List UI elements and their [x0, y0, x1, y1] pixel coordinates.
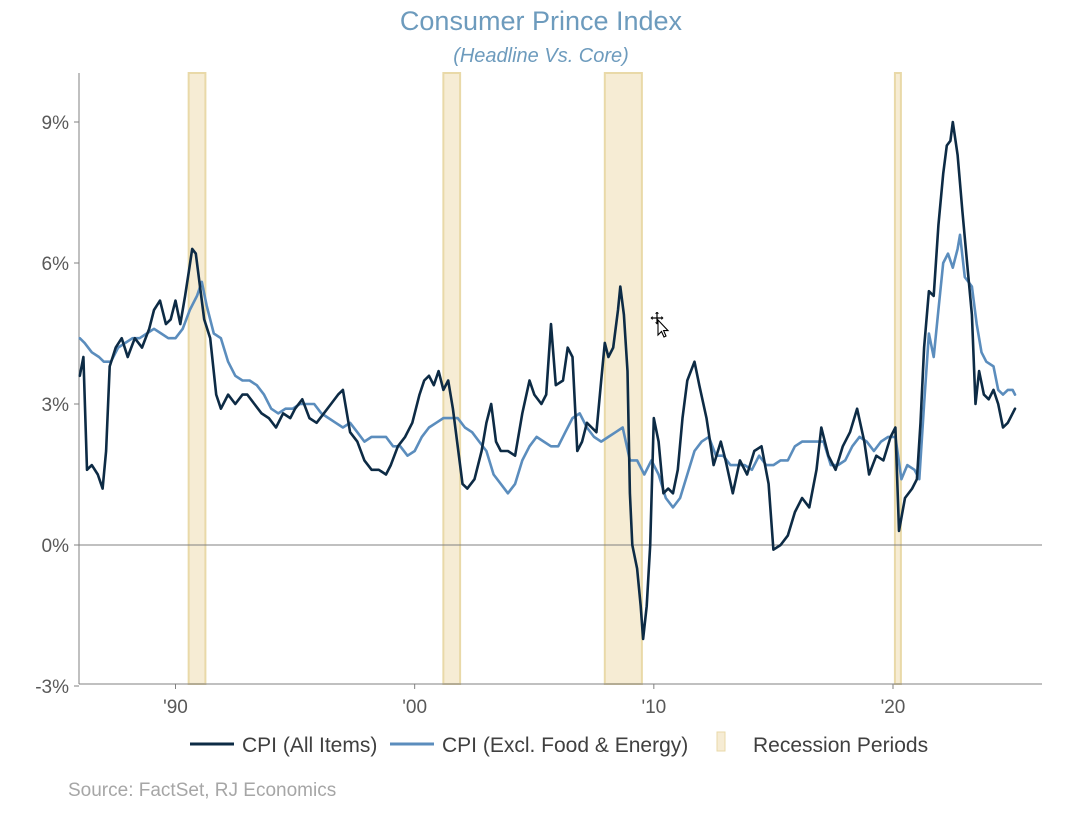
x-tick-label: '10: [641, 697, 666, 718]
y-tick-label: -3%: [35, 677, 69, 698]
move-cursor-icon: [649, 310, 670, 338]
x-tick-label: '20: [881, 697, 906, 718]
y-tick-label: 0%: [42, 536, 70, 557]
y-tick-label: 3%: [42, 395, 70, 416]
recession-band-2: [603, 72, 643, 685]
legend-label-0: CPI (All Items): [242, 734, 377, 757]
series-layer: [78, 120, 1017, 641]
x-tick-label: '90: [163, 697, 188, 718]
source-note: Source: FactSet, RJ Economics: [68, 780, 336, 801]
chart-subtitle: (Headline Vs. Core): [453, 45, 629, 67]
legend-label-2: Recession Periods: [753, 734, 928, 757]
recession-band-0: [187, 72, 207, 685]
recession-layer: [187, 72, 902, 685]
series-line-core: [78, 233, 1017, 509]
y-tick-label: 9%: [42, 113, 70, 134]
y-tick-label: 6%: [42, 254, 70, 275]
recession-band-1: [442, 72, 462, 685]
recession-band-3: [893, 72, 902, 685]
legend-swatch-2: [716, 731, 726, 752]
x-tick-label: '00: [402, 697, 427, 718]
axis-layer: 9% 6% 3% 0% -3% '90 '00 '10 '20: [35, 73, 1042, 718]
series-line-headline: [78, 120, 1017, 641]
chart-title: Consumer Prince Index: [400, 6, 683, 36]
legend-label-1: CPI (Excl. Food & Energy): [442, 734, 688, 757]
legend: CPI (All Items) CPI (Excl. Food & Energy)…: [190, 731, 928, 757]
